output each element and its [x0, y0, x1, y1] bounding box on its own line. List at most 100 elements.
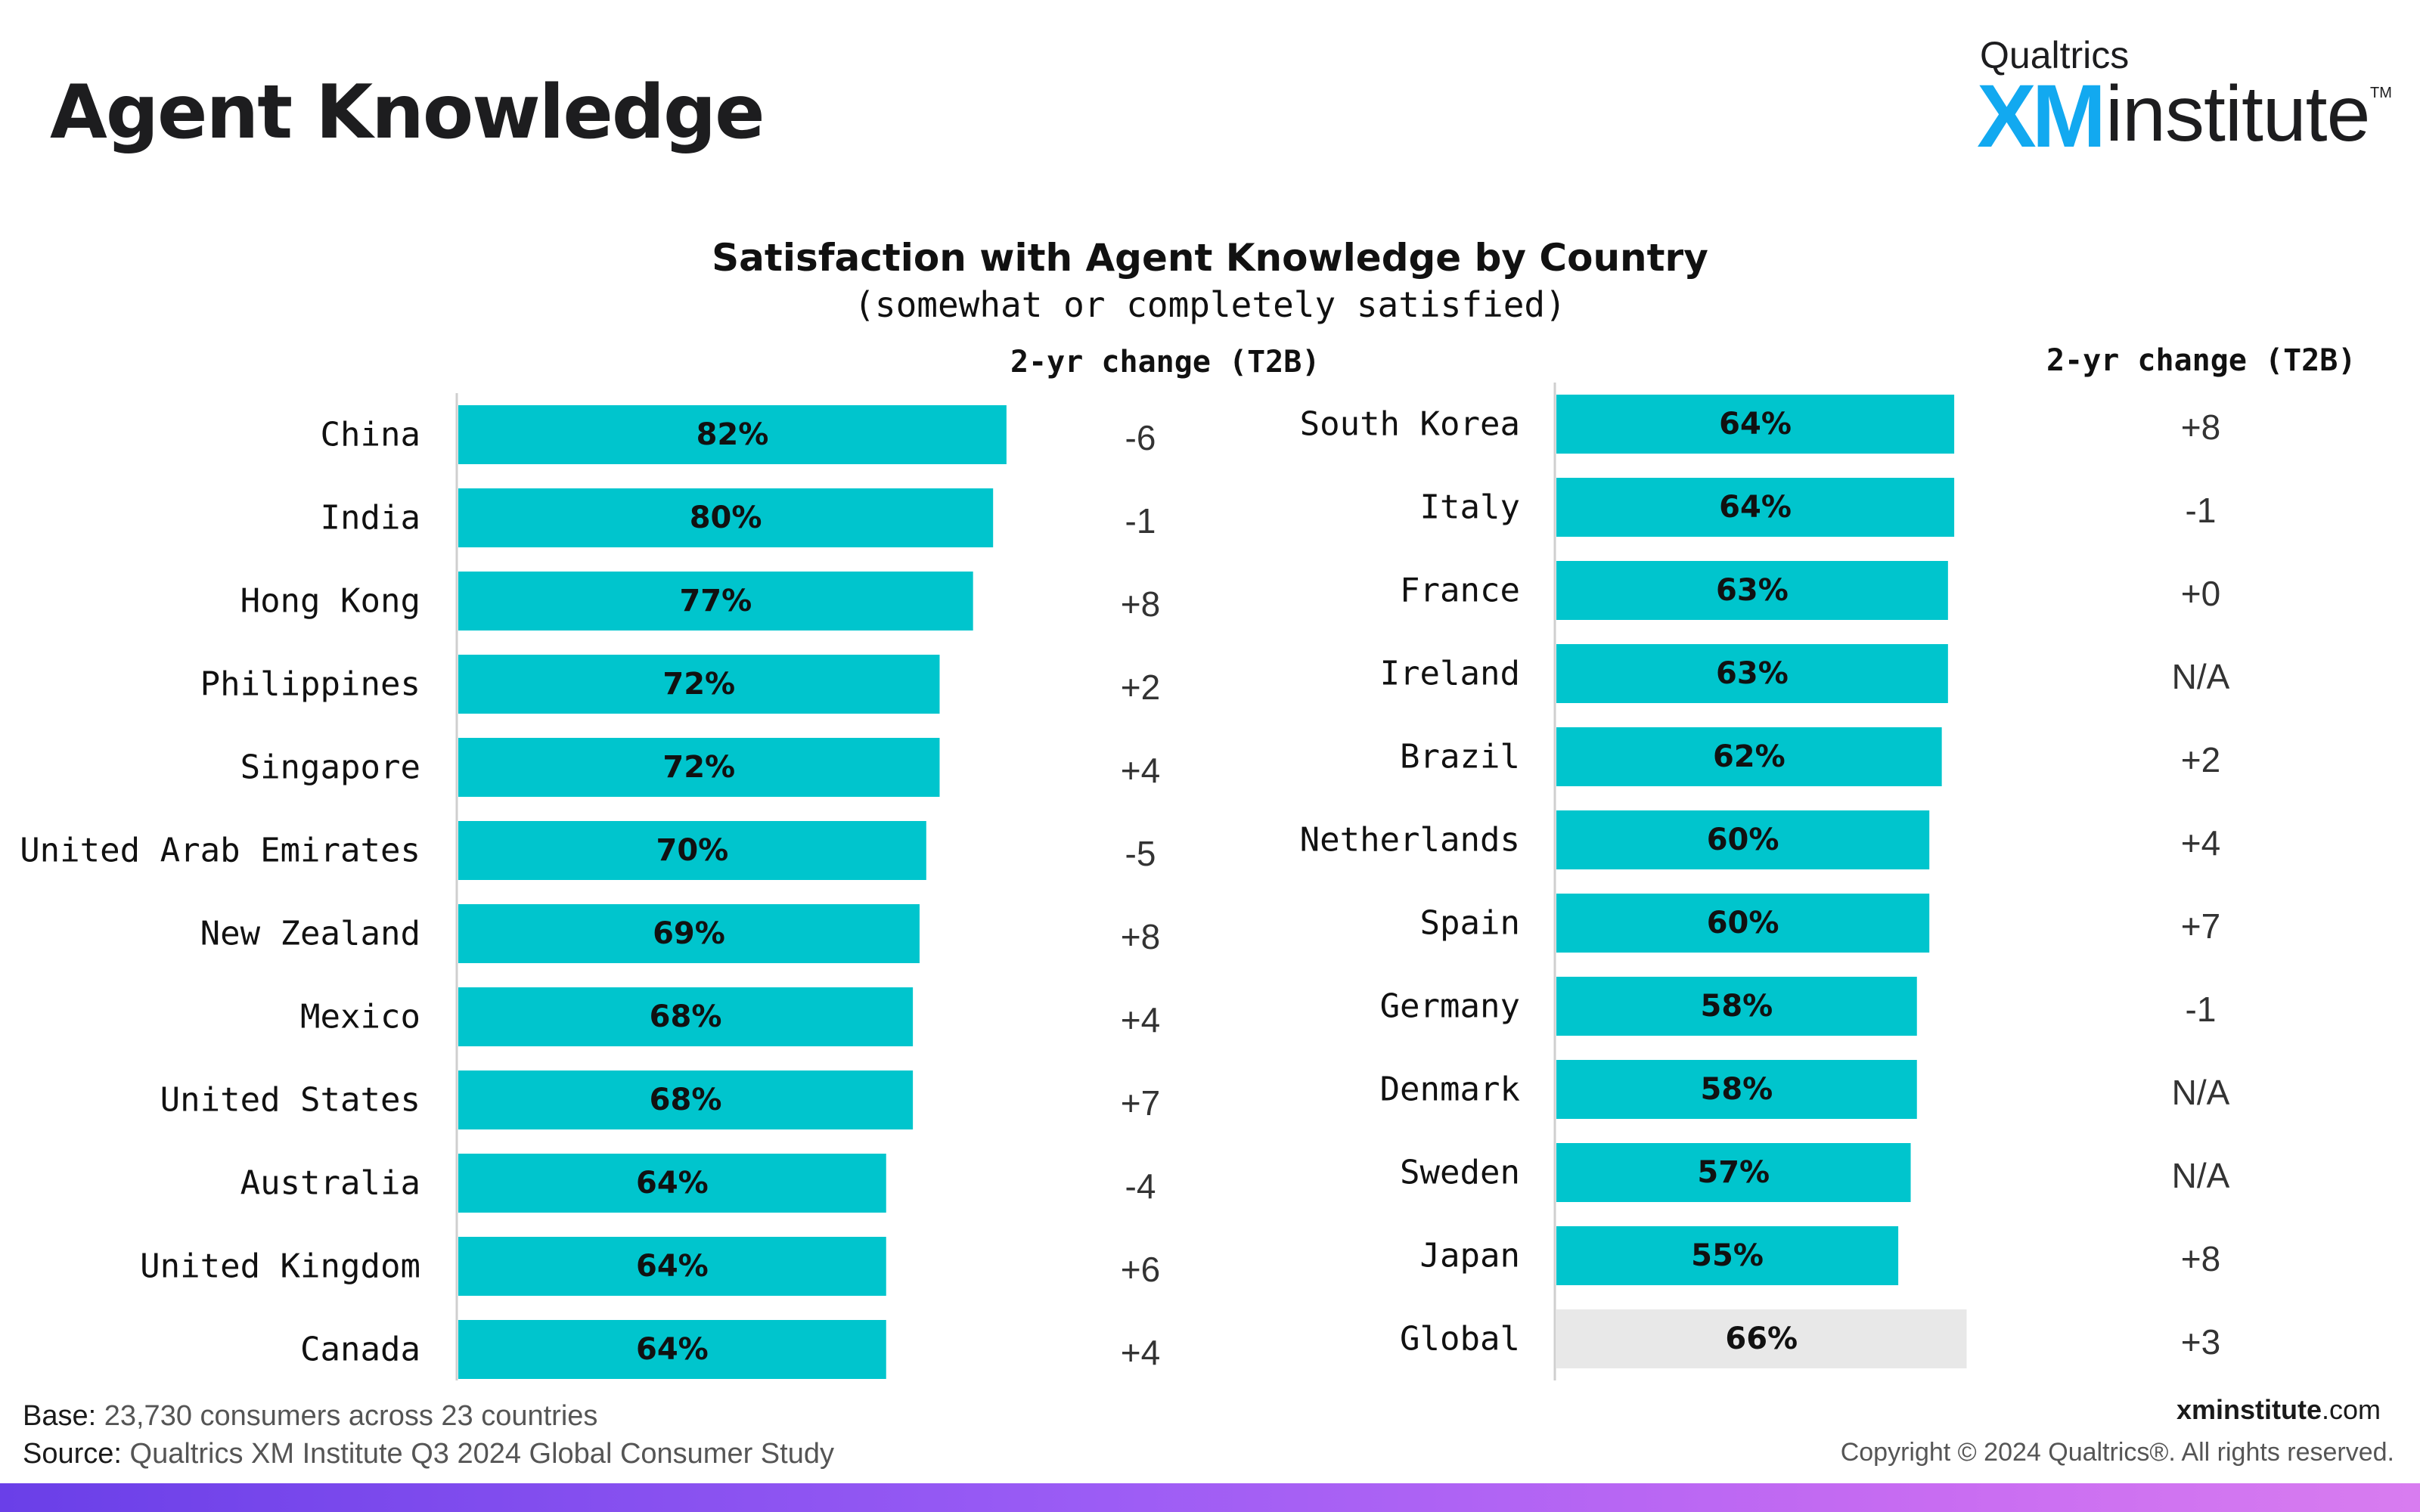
chart-subtitle: (somewhat or completely satisfied)	[854, 284, 1566, 325]
value-label: 64%	[1719, 490, 1792, 525]
change-label: +4	[2181, 823, 2220, 863]
category-label: China	[321, 416, 420, 454]
category-label: United Kingdom	[140, 1247, 420, 1286]
bar-chart: China 82% -6 India 80% -1 Hong Kong 77% +8 Philip…	[20, 383, 2230, 1380]
footer-copyright: Copyright © 2024 Qualtrics®. All rights …	[1840, 1438, 2394, 1467]
change-label: +2	[1121, 668, 1160, 707]
change-label: +4	[1121, 751, 1160, 790]
footer-website: xminstitute.com	[2176, 1394, 2381, 1425]
category-label: Denmark	[1380, 1070, 1520, 1109]
value-label: 63%	[1716, 656, 1789, 691]
change-label: -5	[1125, 834, 1156, 873]
change-label: +7	[1121, 1083, 1160, 1123]
category-label: Japan	[1420, 1237, 1520, 1275]
value-label: 70%	[656, 833, 729, 868]
value-label: 82%	[697, 417, 769, 452]
change-label: -6	[1125, 418, 1156, 457]
value-label: 64%	[636, 1166, 709, 1201]
category-label: United Arab Emirates	[20, 832, 420, 870]
bottom-gradient-bar	[0, 1483, 2420, 1512]
change-label: +3	[2181, 1322, 2220, 1362]
bar	[458, 904, 920, 963]
value-label: 66%	[1725, 1321, 1798, 1356]
page-title: Agent Knowledge	[50, 70, 765, 156]
category-label: Australia	[240, 1164, 420, 1203]
value-label: 63%	[1716, 573, 1789, 608]
category-label: Brazil	[1400, 738, 1520, 776]
category-label: Spain	[1420, 904, 1520, 943]
value-label: 80%	[690, 500, 762, 535]
change-label: +2	[2181, 740, 2220, 779]
change-label: +4	[1121, 1000, 1160, 1040]
bar	[1556, 395, 1955, 454]
category-label: Sweden	[1400, 1154, 1520, 1192]
bar	[1556, 1060, 1917, 1119]
value-label: 64%	[636, 1249, 709, 1284]
bar	[458, 1154, 886, 1213]
bar	[1556, 727, 1942, 786]
change-label: -4	[1125, 1167, 1156, 1206]
value-label: 68%	[650, 1083, 722, 1117]
change-label: +8	[1121, 917, 1160, 956]
change-label: N/A	[2172, 1156, 2230, 1195]
change-label: +4	[1121, 1333, 1160, 1372]
logo-xm-text: XM	[1977, 67, 2106, 166]
change-label: -1	[1125, 501, 1156, 541]
logo-trademark: TM	[2370, 85, 2392, 101]
bar	[1556, 894, 1930, 953]
category-label: Ireland	[1380, 655, 1520, 693]
change-label: -1	[2186, 990, 2217, 1029]
value-label: 62%	[1713, 739, 1786, 774]
change-label: +8	[2181, 1239, 2220, 1278]
change-label: -1	[2186, 491, 2217, 530]
value-label: 72%	[662, 750, 735, 785]
bar	[1556, 1143, 1911, 1202]
category-label: South Korea	[1300, 405, 1520, 444]
logo-institute-text: institute	[2105, 70, 2370, 158]
value-label: 55%	[1691, 1238, 1764, 1273]
bar	[1556, 561, 1948, 620]
value-label: 57%	[1697, 1155, 1770, 1190]
change-label: +8	[2181, 407, 2220, 447]
bar	[1556, 1309, 1967, 1368]
bar	[458, 738, 940, 797]
value-label: 60%	[1707, 906, 1779, 940]
change-label: N/A	[2172, 657, 2230, 696]
bar	[1556, 977, 1917, 1036]
bar	[1556, 478, 1955, 537]
bar	[458, 1237, 886, 1296]
category-label: Germany	[1380, 987, 1520, 1026]
category-label: Global	[1400, 1320, 1520, 1359]
bar	[458, 488, 994, 547]
change-label: +0	[2181, 574, 2220, 613]
category-label: United States	[160, 1081, 420, 1120]
footer-notes: Base: 23,730 consumers across 23 countri…	[23, 1397, 834, 1473]
source-note: Source: Qualtrics XM Institute Q3 2024 G…	[23, 1438, 834, 1470]
change-header-right: 2-yr change (T2B)	[2046, 343, 2356, 378]
value-label: 77%	[679, 584, 752, 618]
change-label: N/A	[2172, 1073, 2230, 1112]
category-label: Mexico	[300, 998, 420, 1036]
category-label: Canada	[300, 1331, 420, 1369]
logo-qualtrics-text: Qualtrics	[1980, 34, 2130, 76]
chart-title: Satisfaction with Agent Knowledge by Cou…	[712, 236, 1708, 280]
change-header-left: 2-yr change (T2B)	[1010, 345, 1320, 380]
category-label: Netherlands	[1300, 821, 1520, 860]
bar	[458, 405, 1007, 464]
value-label: 58%	[1701, 989, 1773, 1024]
value-label: 60%	[1707, 823, 1779, 857]
change-label: +8	[1121, 584, 1160, 624]
bar	[1556, 1226, 1899, 1285]
bar	[458, 1070, 914, 1129]
category-label: Philippines	[200, 665, 420, 704]
category-label: France	[1400, 572, 1520, 610]
change-label: +6	[1121, 1250, 1160, 1289]
category-label: Singapore	[240, 748, 420, 787]
bar	[1556, 810, 1930, 869]
bar	[1556, 644, 1948, 703]
change-label: +7	[2181, 906, 2220, 946]
category-label: Italy	[1420, 488, 1520, 527]
bar	[458, 821, 926, 880]
bar	[458, 655, 940, 714]
bar	[458, 572, 973, 631]
